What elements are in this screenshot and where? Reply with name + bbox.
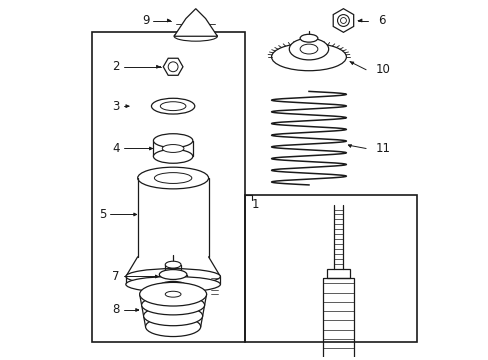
Ellipse shape — [289, 38, 328, 60]
Text: 9: 9 — [142, 14, 149, 27]
Text: 6: 6 — [377, 14, 385, 27]
Ellipse shape — [160, 102, 185, 111]
Ellipse shape — [165, 291, 181, 297]
Circle shape — [337, 15, 348, 26]
Ellipse shape — [165, 261, 181, 268]
Ellipse shape — [159, 270, 186, 279]
Ellipse shape — [174, 31, 217, 41]
Ellipse shape — [159, 282, 186, 291]
Ellipse shape — [162, 145, 183, 152]
Bar — [244, 195, 416, 342]
Ellipse shape — [153, 134, 192, 148]
Text: 3: 3 — [112, 100, 120, 113]
Text: 4: 4 — [112, 142, 120, 155]
Ellipse shape — [125, 276, 220, 292]
Text: 1: 1 — [251, 198, 259, 211]
Text: 11: 11 — [375, 142, 390, 155]
Text: 8: 8 — [112, 303, 120, 316]
Bar — [326, 269, 349, 278]
Ellipse shape — [138, 167, 208, 189]
Circle shape — [340, 18, 346, 23]
Text: 10: 10 — [375, 63, 390, 76]
Bar — [322, 278, 353, 360]
Bar — [92, 32, 244, 342]
Ellipse shape — [142, 295, 204, 315]
Polygon shape — [332, 9, 353, 32]
Polygon shape — [174, 9, 217, 36]
Ellipse shape — [140, 282, 206, 306]
Text: 7: 7 — [112, 270, 120, 283]
Ellipse shape — [143, 306, 202, 326]
Ellipse shape — [271, 43, 346, 71]
Ellipse shape — [153, 149, 192, 163]
Text: 2: 2 — [112, 60, 120, 73]
Ellipse shape — [151, 98, 194, 114]
Polygon shape — [163, 58, 183, 75]
Ellipse shape — [300, 34, 317, 42]
Ellipse shape — [145, 317, 200, 337]
Circle shape — [168, 62, 178, 72]
Text: 5: 5 — [99, 208, 106, 221]
Ellipse shape — [154, 172, 191, 184]
Ellipse shape — [300, 44, 317, 54]
Ellipse shape — [125, 269, 220, 284]
